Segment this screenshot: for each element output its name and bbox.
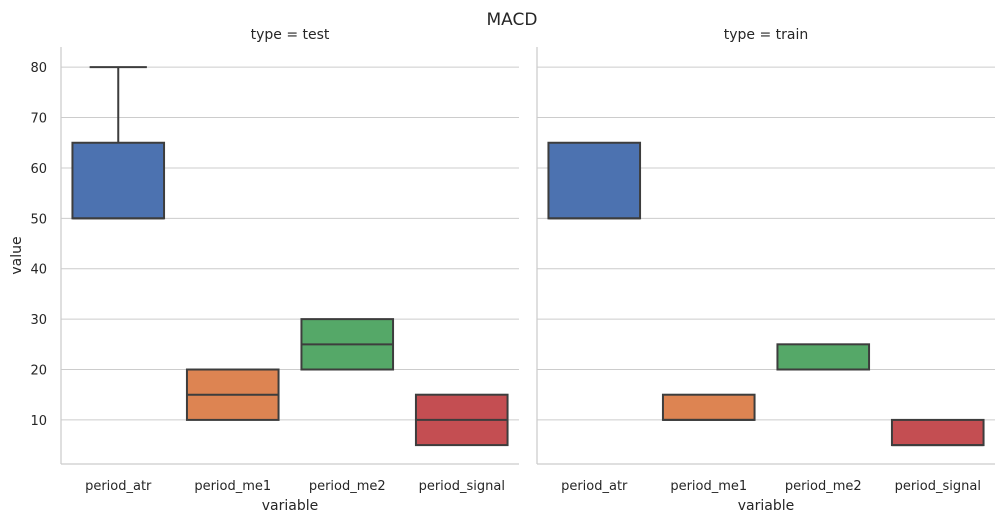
x-tick-label: period_atr (561, 479, 628, 494)
box-period_signal (414, 393, 509, 447)
box-period_me2 (300, 318, 395, 371)
box-period_atr (547, 141, 642, 220)
x-tick-label: period_signal (419, 479, 505, 494)
facet-panel-2: type = train period_atr period_me1 period_m… (536, 27, 995, 514)
panel-title: type = test (251, 27, 330, 43)
x-tick-label: period_me2 (785, 479, 862, 494)
x-axis-label: variable (738, 498, 794, 514)
facet-panel-1: type = test 10 20 30 40 50 60 70 80 value period_a… (9, 27, 519, 514)
iqr-box (71, 141, 166, 220)
x-tick-label: period_me1 (670, 479, 747, 494)
box-period_me2 (776, 343, 871, 371)
iqr-box (776, 343, 871, 371)
y-tick-label: 40 (30, 263, 47, 278)
iqr-box (661, 393, 756, 421)
y-tick-label: 30 (30, 313, 47, 328)
box-period_me1 (185, 368, 280, 421)
x-axis-label: variable (262, 498, 318, 514)
y-tick-label: 70 (30, 112, 47, 127)
box-period_me1 (661, 393, 756, 421)
y-tick-label: 60 (30, 162, 47, 177)
box-period_atr (71, 66, 166, 220)
x-tick-label: period_atr (85, 479, 152, 494)
figure-title: MACD (487, 10, 538, 30)
y-tick-label: 80 (30, 61, 47, 76)
facet-panels: type = test 10 20 30 40 50 60 70 80 value period_a… (9, 27, 995, 514)
x-tick-label: period_me1 (194, 479, 271, 494)
x-tick-label: period_me2 (309, 479, 386, 494)
y-tick-label: 50 (30, 212, 47, 227)
y-tick-label: 20 (30, 364, 47, 379)
x-tick-label: period_signal (895, 479, 981, 494)
y-tick-label: 10 (30, 414, 47, 429)
box-period_signal (890, 418, 985, 447)
y-axis-label: value (9, 236, 25, 274)
iqr-box (890, 418, 985, 447)
panel-title: type = train (724, 27, 809, 43)
iqr-box (547, 141, 642, 220)
